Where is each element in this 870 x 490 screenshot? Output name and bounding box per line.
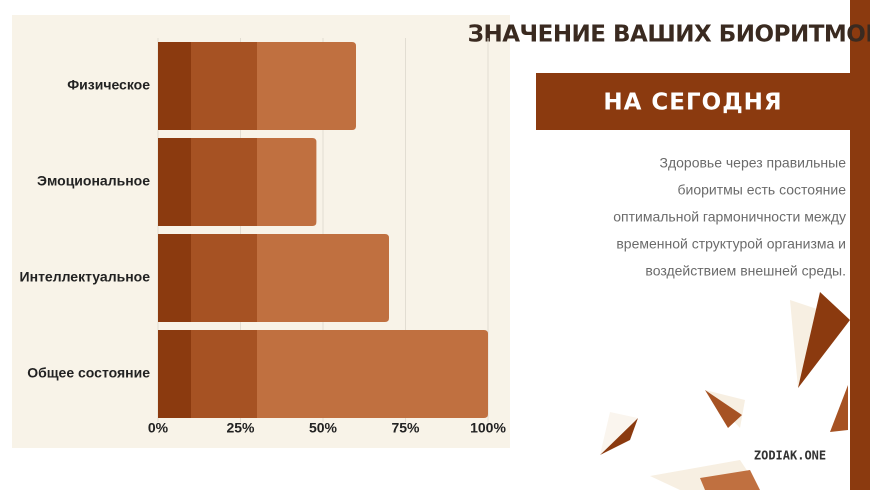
bar-segment [158, 42, 191, 130]
paragraph-line: оптимальной гармоничности между [613, 209, 846, 225]
subtitle: НА СЕГОДНЯ [603, 90, 782, 116]
y-tick-label: Физическое [67, 77, 150, 93]
bar-segment [158, 330, 191, 418]
bar-segment [158, 234, 191, 322]
bar-segment [158, 138, 191, 226]
bar-segment [257, 42, 356, 130]
subtitle-box [536, 73, 850, 130]
y-tick-label: Общее состояние [27, 365, 150, 381]
brand: ZODIAK.ONE [754, 449, 826, 463]
decor [600, 412, 638, 455]
y-tick-label: Интеллектуальное [20, 269, 151, 285]
bar-segment [191, 330, 257, 418]
decor [798, 292, 850, 388]
x-tick-label: 100% [470, 420, 506, 436]
y-tick-label: Эмоциональное [37, 173, 150, 189]
decor [700, 470, 760, 490]
decor [830, 385, 848, 432]
bar-segment [257, 138, 317, 226]
paragraph-line: временной структурой организма и [616, 236, 846, 252]
paragraph-line: Здоровье через правильные [660, 155, 847, 171]
bar-segment [191, 138, 257, 226]
paragraph-line: воздействием внешней среды. [645, 263, 846, 279]
x-tick-label: 50% [309, 420, 338, 436]
bar-segment [257, 234, 389, 322]
paragraph-line: биоритмы есть состояние [677, 182, 846, 198]
bar-segment [257, 330, 488, 418]
bar-segment [191, 42, 257, 130]
decor [705, 390, 742, 428]
x-tick-label: 25% [226, 420, 255, 436]
bar-segment [191, 234, 257, 322]
x-tick-label: 75% [391, 420, 420, 436]
x-tick-label: 0% [148, 420, 169, 436]
title: ЗНАЧЕНИЕ ВАШИХ БИОРИТМОВ [468, 22, 870, 48]
side-stripe [850, 0, 870, 490]
